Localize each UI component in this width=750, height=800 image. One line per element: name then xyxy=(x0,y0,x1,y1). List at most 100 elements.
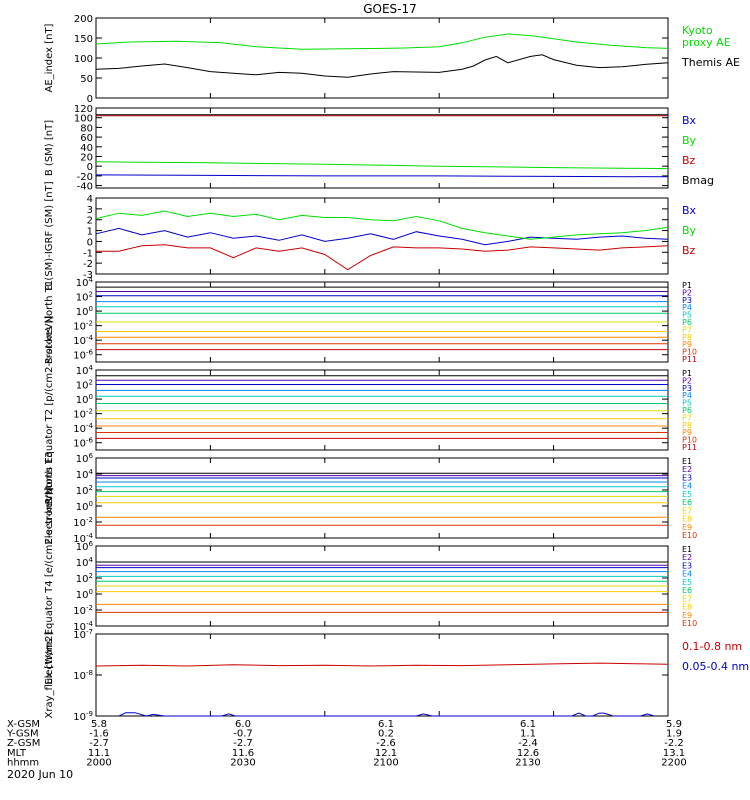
x-axis-value: -2.6 xyxy=(376,738,396,749)
series-line-1 xyxy=(118,712,655,717)
legend-entry: E5 xyxy=(682,578,692,587)
series-line-1 xyxy=(95,54,669,78)
x-axis-value: -1.6 xyxy=(89,729,109,740)
x-axis-value: 1.9 xyxy=(666,729,682,740)
legend-entry: P2 xyxy=(682,288,692,297)
x-axis-row-label: MLT xyxy=(7,748,27,759)
x-axis-value: -0.7 xyxy=(233,729,253,740)
legend-entry: E1 xyxy=(682,457,692,466)
y-tick-label: 10-4 xyxy=(73,334,93,347)
series-line-0 xyxy=(95,33,669,50)
legend-entry: By xyxy=(682,224,697,237)
legend-entry: P11 xyxy=(682,443,697,452)
y-tick-exponent: 6 xyxy=(89,452,94,460)
y-tick-exponent: 6 xyxy=(89,540,94,548)
y-axis-label: B (SM)-IGRF (SM) [nT] xyxy=(44,181,55,290)
y-tick-label: 0 xyxy=(87,237,93,248)
y-tick-exponent: -2 xyxy=(86,408,93,416)
x-axis-value: 6.0 xyxy=(235,719,251,730)
panel-7: 10-4 10-2 100 102 104 106 Electrons Equator T4… xyxy=(44,487,697,684)
legend-entry: E4 xyxy=(682,482,692,491)
y-axis-label: Electrons North T3 xyxy=(44,451,55,544)
y-tick-exponent: -4 xyxy=(86,422,94,430)
legend-entry: P7 xyxy=(682,413,692,422)
x-axis-value: 2130 xyxy=(515,757,540,768)
legend-entry: E9 xyxy=(682,523,692,532)
x-axis-table: X-GSMY-GSMZ-GSMMLThhmm5.8-1.6-2.711.1200… xyxy=(6,719,687,768)
y-tick-label: -40 xyxy=(77,182,93,193)
y-tick-label: 100 xyxy=(76,393,93,406)
x-axis-row-label: Z-GSM xyxy=(7,738,40,749)
y-tick-exponent: -6 xyxy=(86,437,94,445)
legend-entry: P5 xyxy=(682,311,692,320)
legend-entry: P8 xyxy=(682,333,692,342)
y-tick-label: 200 xyxy=(74,14,93,25)
legend-entry: Bmag xyxy=(682,174,714,187)
x-axis-value: 2030 xyxy=(230,757,255,768)
series-line-0 xyxy=(95,662,669,667)
legend-entry: E5 xyxy=(682,490,692,499)
y-tick-exponent: -2 xyxy=(86,516,93,524)
x-axis-value: 5.8 xyxy=(91,719,107,730)
legend-entry: Themis AE xyxy=(681,56,740,69)
y-tick-label: 10-2 xyxy=(73,408,93,421)
y-tick-exponent: -4 xyxy=(86,620,94,628)
legend-entry: Kyoto xyxy=(682,24,713,37)
legend-entry: P1 xyxy=(682,281,692,290)
y-tick-exponent: 4 xyxy=(89,364,94,372)
panel-frame xyxy=(95,457,669,539)
panel-6: 10-4 10-2 100 102 104 106 Electrons North T3 E1… xyxy=(44,451,697,545)
x-axis-value: 1.1 xyxy=(520,729,536,740)
y-tick-exponent: -6 xyxy=(86,349,94,357)
legend-entry: Bz xyxy=(682,154,696,167)
y-tick-exponent: -2 xyxy=(86,320,93,328)
x-axis-value: 12.1 xyxy=(375,748,397,759)
legend-entry: E8 xyxy=(682,515,692,524)
y-tick-label: 1 xyxy=(87,227,93,238)
y-tick-label: 100 xyxy=(76,588,93,601)
y-tick-exponent: 0 xyxy=(89,500,93,508)
legend-entry: E1 xyxy=(682,545,692,554)
y-tick-exponent: 2 xyxy=(89,291,93,299)
legend-entry: P2 xyxy=(682,376,692,385)
y-tick-label: 102 xyxy=(76,484,93,497)
legend-entry: E2 xyxy=(682,465,692,474)
x-axis-value: 2100 xyxy=(373,757,398,768)
y-tick-exponent: 0 xyxy=(89,588,93,596)
x-axis-value: 0.2 xyxy=(378,729,394,740)
y-tick-label: 2 xyxy=(87,216,93,227)
legend-entry: E2 xyxy=(682,553,692,562)
x-axis-row-label: hhmm xyxy=(7,757,39,768)
legend-entry: E10 xyxy=(682,531,697,540)
legend-entry: E8 xyxy=(682,603,692,612)
x-axis-value: 5.9 xyxy=(666,719,682,730)
series-line-1 xyxy=(95,161,669,170)
y-tick-exponent: -4 xyxy=(86,532,94,540)
y-tick-label: 10-2 xyxy=(73,320,93,333)
y-tick-exponent: 4 xyxy=(89,468,94,476)
y-tick-label: 10-4 xyxy=(73,532,93,545)
x-axis-value: -2.2 xyxy=(664,738,684,749)
y-tick-label: 100 xyxy=(74,114,93,125)
series-line-1 xyxy=(95,210,669,240)
legend-entry: P9 xyxy=(682,340,692,349)
y-tick-label: 100 xyxy=(76,305,93,318)
legend-entry: P8 xyxy=(682,421,692,430)
y-tick-label: 60 xyxy=(80,133,93,144)
y-tick-label: 10-4 xyxy=(73,620,93,633)
series-line-0 xyxy=(95,174,669,178)
y-tick-label: 120 xyxy=(74,104,93,115)
y-tick-label: 10-2 xyxy=(73,604,93,617)
y-tick-label: 106 xyxy=(76,452,94,465)
y-tick-exponent: -2 xyxy=(86,604,93,612)
x-axis-value: -2.4 xyxy=(518,738,538,749)
series-line-2 xyxy=(96,244,669,271)
legend-entry: E3 xyxy=(682,473,692,482)
y-tick-exponent: -4 xyxy=(86,334,94,342)
y-tick-exponent: -7 xyxy=(86,628,93,636)
